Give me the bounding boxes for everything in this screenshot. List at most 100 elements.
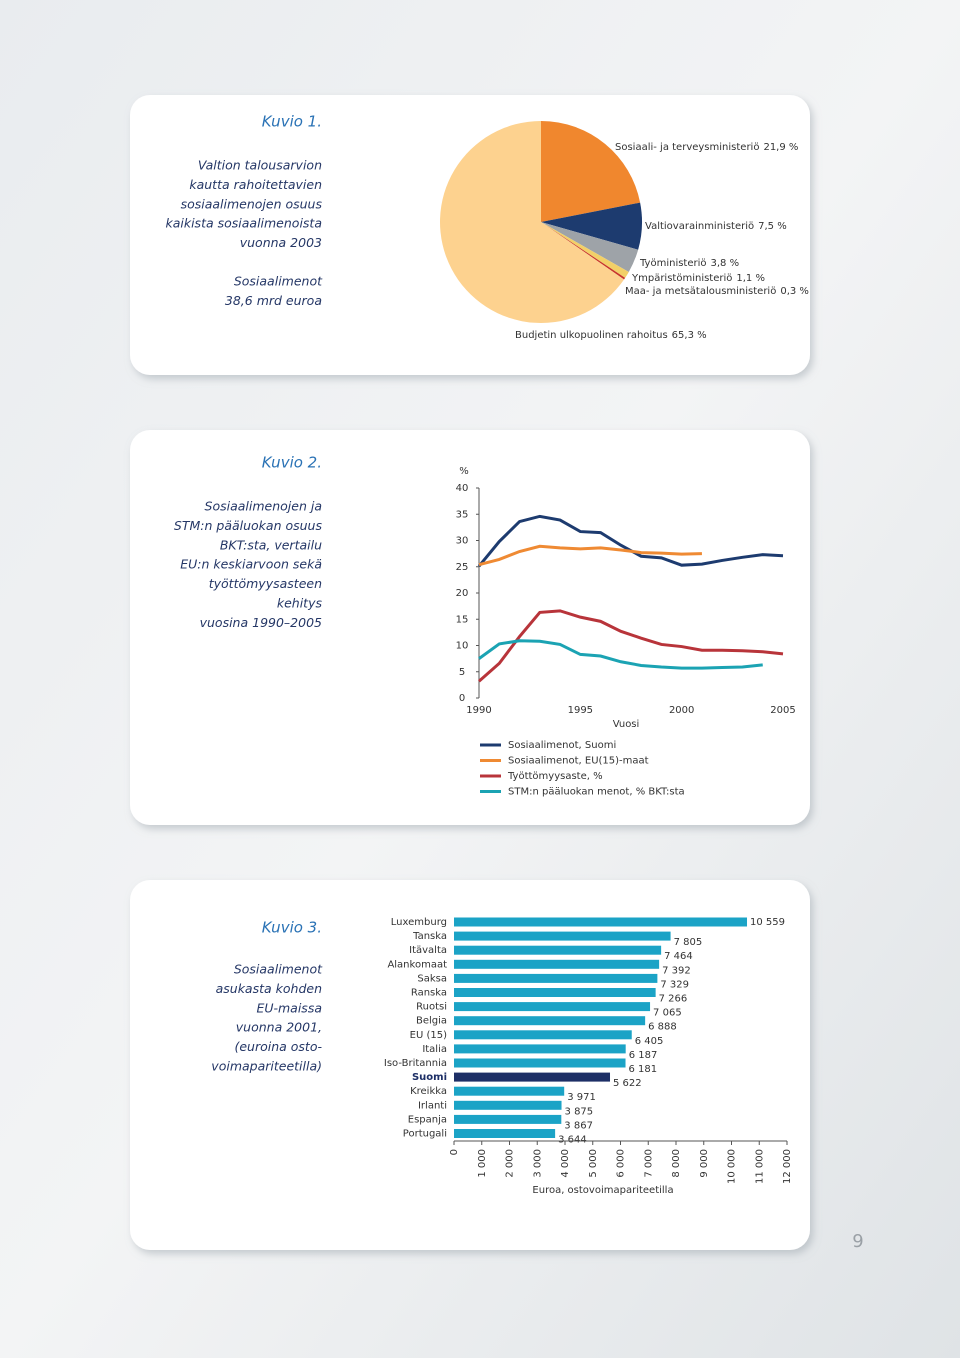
slice-value: 3,8 % [711,258,740,269]
slice-value: 65,3 % [672,330,707,341]
bar-category: Kreikka [410,1086,447,1097]
x-tick-label: 7 000 [643,1149,654,1178]
card [130,430,810,825]
y-tick-label: 5 [459,667,465,678]
bar [454,1002,651,1012]
x-tick-label: 1995 [568,705,593,716]
line-series [478,609,784,683]
x-tick-label: 3 000 [532,1149,543,1178]
bar-category: Irlanti [418,1100,447,1111]
x-tick-label: 11 000 [754,1149,765,1184]
bar-category: Luxemburg [391,917,447,928]
slice-label: Työministeriö 3,8 % [639,258,739,269]
pie-slice [541,202,642,250]
x-tick-label: 5 000 [588,1149,599,1178]
bar-value-label: 6 405 [635,1036,664,1047]
slice-label: Ympäristöministeriö 1,1 % [631,273,765,284]
slice-value: 0,3 % [780,286,809,297]
bar [454,1044,626,1054]
bar-value-label: 3 867 [564,1120,593,1131]
bar-value-label: 6 888 [648,1022,677,1033]
x-tick-label: 1 000 [477,1149,488,1178]
x-axis-label: Euroa, ostovoimapariteetilla [532,1185,673,1196]
slice-label: Valtiovarainministeriö 7,5 % [645,221,787,232]
bar-category: Portugali [403,1129,447,1140]
slice-value: 7,5 % [758,221,787,232]
figure-description: EU:n keskiarvoon sekä [180,557,322,572]
y-tick-label: 10 [456,641,469,652]
pie-slice [440,121,625,323]
bar-value-label: 6 187 [629,1050,658,1061]
figure-note: 38,6 mrd euroa [225,293,322,308]
y-tick-label: 15 [456,614,469,625]
y-axis-label: % [459,466,469,477]
bar-value-label: 7 065 [653,1008,682,1019]
bar-value-label: 3 971 [567,1092,596,1103]
bar [454,1016,646,1026]
x-tick-label: 10 000 [727,1149,738,1184]
bar-category: EU (15) [410,1030,447,1041]
figure-description: kaikista sosiaalimenoista [165,216,322,231]
line-series [478,639,763,670]
x-axis-label: Vuosi [613,719,640,730]
figure-description: Sosiaalimenot [234,962,323,977]
bar-category: Iso-Britannia [384,1058,447,1069]
legend-label: Sosiaalimenot, EU(15)-maat [508,756,649,767]
bar [454,1072,611,1082]
bar [454,945,662,955]
bar [454,931,671,941]
legend-label: Työttömyysaste, % [507,771,603,782]
x-tick-label: 0 [449,1149,460,1155]
x-tick-label: 9 000 [699,1149,710,1178]
bar-value-label: 3 875 [565,1106,594,1117]
slice-name: Valtiovarainministeriö [645,221,754,232]
bar-value-label: 10 559 [750,917,785,928]
figure-description: asukasta kohden [216,981,322,996]
bar-category: Saksa [417,973,447,984]
x-tick-label: 8 000 [671,1149,682,1178]
x-tick-label: 6 000 [616,1149,627,1178]
figure-note: Sosiaalimenot [234,274,323,289]
bar [454,959,660,969]
figure-description: EU-maissa [256,1000,322,1015]
bar-value-label: 7 805 [674,937,703,948]
figure-title: Kuvio 3. [262,919,322,937]
y-tick-label: 30 [456,536,469,547]
bar-value-label: 6 181 [629,1064,658,1075]
bar-value-label: 5 622 [613,1078,642,1089]
bar-category: Itävalta [409,945,447,956]
x-tick-label: 1990 [466,705,491,716]
bar-value-label: 7 266 [659,994,688,1005]
y-tick-label: 35 [456,509,469,520]
slice-label: Budjetin ulkopuolinen rahoitus 65,3 % [515,330,707,341]
x-tick-label: 12 000 [782,1149,793,1184]
slice-label: Maa- ja metsätalousministeriö 0,3 % [625,286,809,297]
figure-description: työttömyysasteen [209,576,322,591]
bar-category: Espanja [408,1114,447,1125]
figure-description: (euroina osto- [234,1039,322,1054]
x-tick-label: 2000 [669,705,694,716]
figure-description: kautta rahoitettavien [189,177,322,192]
bar [454,973,658,983]
pie-slice [541,222,629,278]
slice-label: Sosiaali- ja terveysministeriö 21,9 % [615,142,798,153]
bar [454,1129,556,1138]
y-tick-label: 0 [459,693,465,704]
slice-name: Budjetin ulkopuolinen rahoitus [515,330,668,341]
legend-label: STM:n pääluokan menot, % BKT:sta [508,787,685,798]
figure-description: STM:n pääluokan osuus [174,518,323,533]
bar [454,1100,562,1110]
line-series [478,544,702,567]
x-tick-label: 4 000 [560,1149,571,1178]
figure-description: BKT:sta, vertailu [220,537,322,552]
slice-value: 1,1 % [736,273,765,284]
x-tick-label: 2005 [770,705,795,716]
pie-slice [541,222,639,272]
slice-name: Työministeriö [639,258,707,269]
pie-slice [541,121,641,222]
bar [454,1058,626,1068]
bar-value-label: 7 392 [662,965,691,976]
bar-category: Ruotsi [416,1002,447,1013]
figure-title: Kuvio 1. [262,113,322,131]
